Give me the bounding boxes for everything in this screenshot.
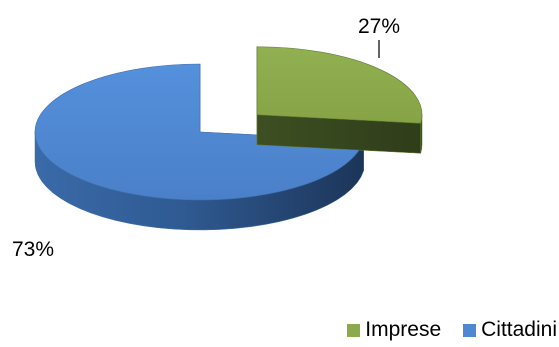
data-label-cittadini: 73% (12, 238, 54, 261)
legend-item-cittadini: Cittadini (463, 318, 557, 342)
legend-label-imprese: Imprese (365, 318, 442, 341)
pie-slice-imprese (256, 46, 423, 154)
pie-slice-imprese-top (256, 46, 423, 124)
data-label-imprese: 27% (358, 15, 400, 38)
legend-swatch-imprese (347, 323, 361, 337)
legend-swatch-cittadini (463, 323, 477, 337)
pie-slice-cittadini-top (34, 63, 365, 201)
legend-label-cittadini: Cittadini (481, 318, 557, 341)
legend-item-imprese: Imprese (347, 318, 441, 342)
chart-legend: Imprese Cittadini (347, 318, 557, 342)
